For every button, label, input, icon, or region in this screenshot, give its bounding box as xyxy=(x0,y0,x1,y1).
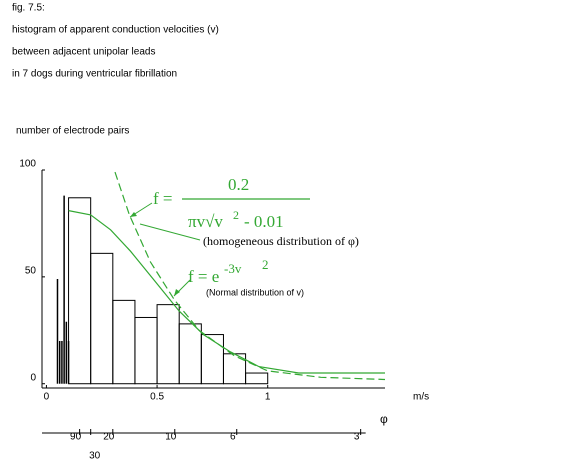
arrow-head xyxy=(174,289,180,296)
x-tick-label: 1 xyxy=(265,392,271,403)
y-tick-label: 0 xyxy=(30,372,36,383)
phi-tick-label: 10 xyxy=(165,432,177,443)
histogram-bar xyxy=(178,323,202,385)
phi-tick-label: 90 xyxy=(70,432,82,443)
phi-tick-label: 20 xyxy=(103,432,115,443)
histogram-bar xyxy=(245,372,269,385)
phi-axis-label: φ xyxy=(380,412,388,426)
histogram-bar xyxy=(134,316,158,385)
formula-text: 0.2 xyxy=(228,175,249,194)
arrow-head xyxy=(130,212,137,217)
formula-note: (homogeneous distribution of φ) xyxy=(203,234,359,248)
x-tick-label: 0 xyxy=(44,392,50,403)
formula-text: 2 xyxy=(262,257,269,272)
title-line: between adjacent unipolar leads xyxy=(12,47,155,58)
formula-text: 2 xyxy=(233,208,239,222)
title-line: fig. 7.5: xyxy=(12,3,45,14)
title-line: in 7 dogs during ventricular fibrillatio… xyxy=(12,69,177,80)
y-tick-label: 50 xyxy=(25,266,37,277)
histogram-bar xyxy=(156,304,180,385)
phi-tick-label: 3 xyxy=(354,432,360,443)
formula-note: (Normal distribution of v) xyxy=(206,287,304,297)
histogram-bar xyxy=(68,197,92,385)
formula-text: - 0.01 xyxy=(244,212,284,231)
curve xyxy=(68,210,385,374)
formula-2: f = e -3v 2 (Normal distribution of v) xyxy=(173,257,304,297)
formula-text: f = e xyxy=(188,267,219,286)
formula-text: -3v xyxy=(224,261,242,276)
y-tick-label: 100 xyxy=(19,159,36,170)
histogram-bar xyxy=(90,252,114,385)
arrow xyxy=(139,223,201,241)
formula-1: f = 0.2 πv√v 2 - 0.01 (homogeneous distr… xyxy=(129,175,359,248)
x-tick-label: 0.5 xyxy=(150,392,164,403)
phi-tick-label: 30 xyxy=(89,451,101,462)
phi-tick-label: 6 xyxy=(230,432,236,443)
histogram-bar xyxy=(112,299,136,385)
x-axis-label: m/s xyxy=(413,392,429,403)
title-line: histogram of apparent conduction velocit… xyxy=(12,25,219,36)
y-axis-label: number of electrode pairs xyxy=(16,126,129,137)
formula-text: πv√v xyxy=(188,212,223,231)
histogram-bar xyxy=(200,334,224,385)
formula-text: f = xyxy=(153,189,173,208)
